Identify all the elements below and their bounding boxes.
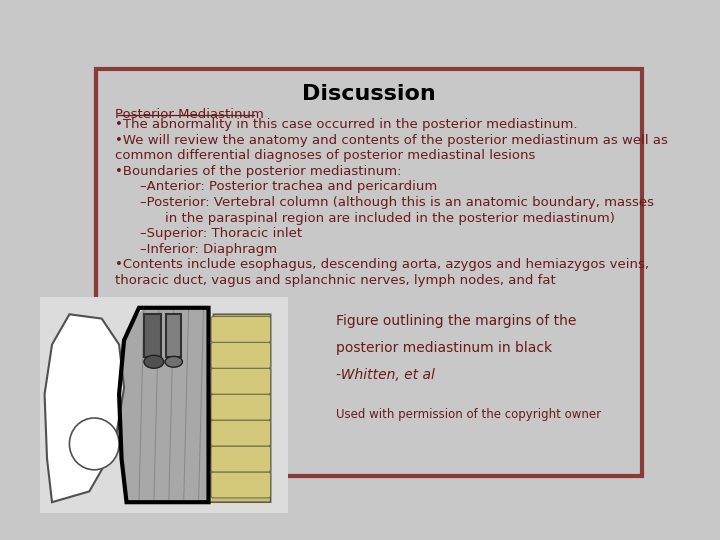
Polygon shape [209,314,271,502]
Text: Discussion: Discussion [302,84,436,104]
FancyBboxPatch shape [96,69,642,476]
FancyBboxPatch shape [211,394,271,420]
FancyBboxPatch shape [211,342,271,368]
Text: posterior mediastinum in black: posterior mediastinum in black [336,341,552,355]
Text: –Inferior: Diaphragm: –Inferior: Diaphragm [140,243,277,256]
Ellipse shape [69,418,119,470]
Text: •Contents include esophagus, descending aorta, azygos and hemiazygos veins,: •Contents include esophagus, descending … [115,258,649,272]
Ellipse shape [165,356,182,367]
Bar [144,314,161,357]
Text: •We will review the anatomy and contents of the posterior mediastinum as well as: •We will review the anatomy and contents… [115,133,668,147]
FancyBboxPatch shape [211,368,271,394]
Text: in the paraspinal region are included in the posterior mediastinum): in the paraspinal region are included in… [166,212,615,225]
Text: •Boundaries of the posterior mediastinum:: •Boundaries of the posterior mediastinum… [115,165,402,178]
Polygon shape [45,314,124,502]
Polygon shape [122,308,209,502]
FancyBboxPatch shape [211,420,271,446]
Text: common differential diagnoses of posterior mediastinal lesions: common differential diagnoses of posteri… [115,149,536,162]
Text: thoracic duct, vagus and splanchnic nerves, lymph nodes, and fat: thoracic duct, vagus and splanchnic nerv… [115,274,556,287]
Text: –Superior: Thoracic inlet: –Superior: Thoracic inlet [140,227,302,240]
Text: –Anterior: Posterior trachea and pericardium: –Anterior: Posterior trachea and pericar… [140,180,438,193]
Text: -Whitten, et al: -Whitten, et al [336,368,434,382]
FancyBboxPatch shape [211,316,271,342]
Text: Posterior Mediastinum: Posterior Mediastinum [115,109,264,122]
Ellipse shape [144,355,164,368]
FancyBboxPatch shape [211,446,271,472]
Bar [166,314,181,357]
Text: •The abnormality in this case occurred in the posterior mediastinum.: •The abnormality in this case occurred i… [115,118,577,131]
Text: Figure outlining the margins of the: Figure outlining the margins of the [336,314,576,328]
Text: –Posterior: Vertebral column (although this is an anatomic boundary, masses: –Posterior: Vertebral column (although t… [140,196,654,209]
FancyBboxPatch shape [211,472,271,498]
Text: Used with permission of the copyright owner: Used with permission of the copyright ow… [336,408,600,421]
